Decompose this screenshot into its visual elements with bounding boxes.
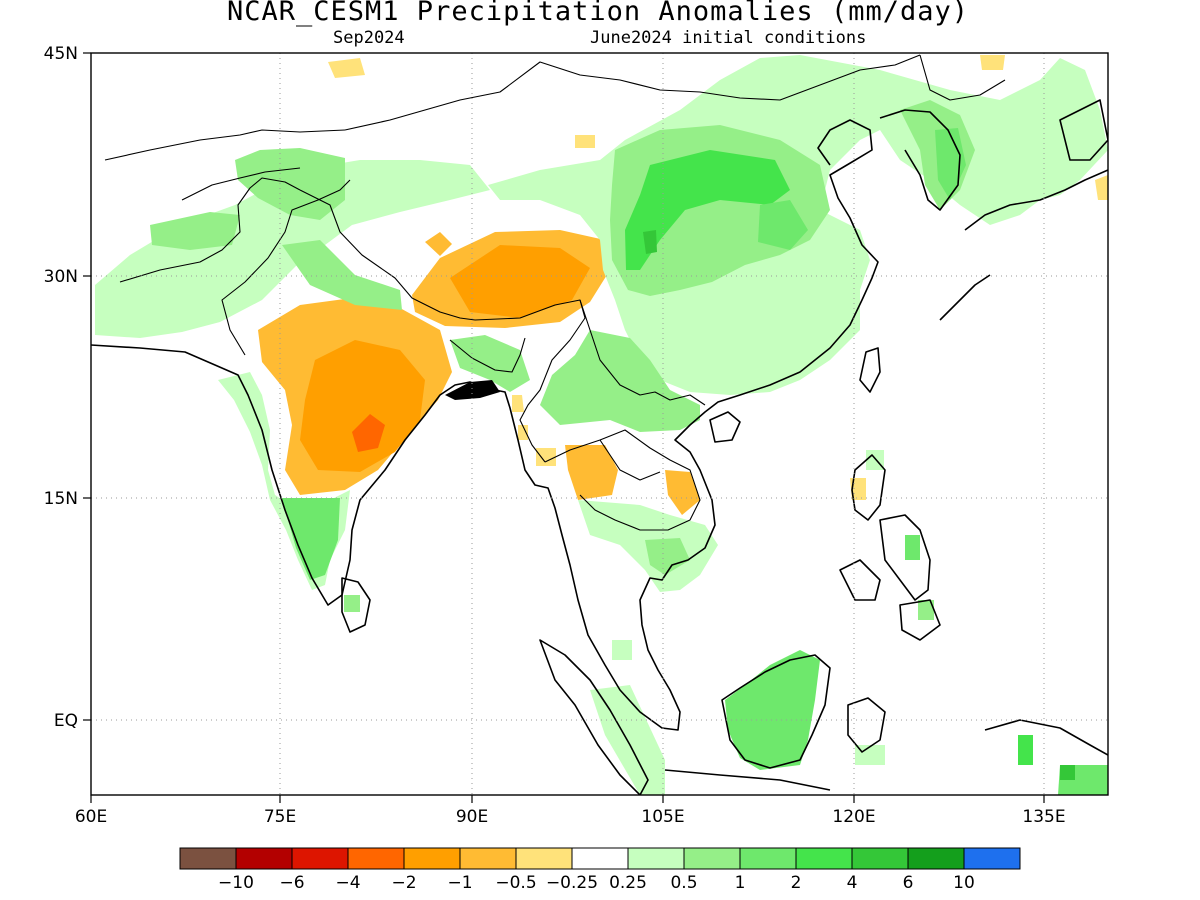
legend-label: 2 bbox=[791, 873, 802, 893]
legend-label: −0.5 bbox=[495, 873, 536, 893]
axis-ticks bbox=[83, 52, 1045, 803]
plot-frame bbox=[90, 52, 1109, 796]
legend-swatch bbox=[739, 847, 797, 870]
legend-swatch bbox=[235, 847, 293, 870]
legend-label: 10 bbox=[953, 873, 975, 893]
legend-label: 6 bbox=[903, 873, 914, 893]
lon-tick-label: 120E bbox=[832, 807, 875, 827]
legend-swatch bbox=[907, 847, 965, 870]
legend-label: 1 bbox=[735, 873, 746, 893]
lon-tick-label: 60E bbox=[75, 807, 107, 827]
legend-label: 0.25 bbox=[609, 873, 647, 893]
wet-anomaly-regions bbox=[95, 55, 1108, 795]
graticule bbox=[91, 53, 1108, 795]
lon-tick-label: 135E bbox=[1022, 807, 1065, 827]
legend-label: 0.5 bbox=[670, 873, 697, 893]
legend-swatch bbox=[571, 847, 629, 870]
lat-tick-label: EQ bbox=[54, 711, 78, 731]
coastlines bbox=[91, 99, 1108, 795]
legend-swatch bbox=[403, 847, 461, 870]
legend-swatch bbox=[627, 847, 685, 870]
lat-tick-label: 45N bbox=[44, 44, 78, 64]
legend-swatch bbox=[963, 847, 1021, 870]
legend-swatch bbox=[179, 847, 237, 870]
lon-tick-labels: 60E 75E 90E 105E 120E 135E bbox=[75, 807, 1066, 827]
valid-month-label: Sep2024 bbox=[333, 28, 405, 48]
lat-tick-labels: EQ 15N 30N 45N bbox=[44, 44, 78, 731]
lon-tick-label: 90E bbox=[456, 807, 488, 827]
legend-swatch bbox=[795, 847, 853, 870]
lon-tick-label: 75E bbox=[264, 807, 296, 827]
legend-swatch bbox=[459, 847, 517, 870]
color-legend-labels: −10 −6 −4 −2 −1 −0.5 −0.25 0.25 0.5 1 2 4 6 10 bbox=[218, 873, 975, 893]
legend-swatch bbox=[683, 847, 741, 870]
legend-label: 4 bbox=[847, 873, 858, 893]
legend-label: −6 bbox=[279, 873, 304, 893]
legend-label: −1 bbox=[447, 873, 472, 893]
legend-label: −2 bbox=[391, 873, 416, 893]
country-borders bbox=[104, 54, 1006, 531]
lat-tick-label: 30N bbox=[44, 267, 78, 287]
map-plot-area bbox=[91, 53, 1108, 795]
legend-swatch bbox=[515, 847, 573, 870]
lon-tick-label: 105E bbox=[641, 807, 684, 827]
color-legend bbox=[179, 847, 1021, 870]
initial-conditions-label: June2024 initial conditions bbox=[590, 28, 867, 48]
bengal-delta-patch bbox=[445, 380, 500, 400]
legend-swatch bbox=[851, 847, 909, 870]
legend-swatch bbox=[291, 847, 349, 870]
lat-tick-label: 15N bbox=[44, 489, 78, 509]
legend-label: −4 bbox=[335, 873, 360, 893]
legend-label: −0.25 bbox=[546, 873, 598, 893]
legend-swatch bbox=[347, 847, 405, 870]
legend-label: −10 bbox=[218, 873, 254, 893]
map-title: NCAR_CESM1 Precipitation Anomalies (mm/d… bbox=[227, 0, 969, 27]
